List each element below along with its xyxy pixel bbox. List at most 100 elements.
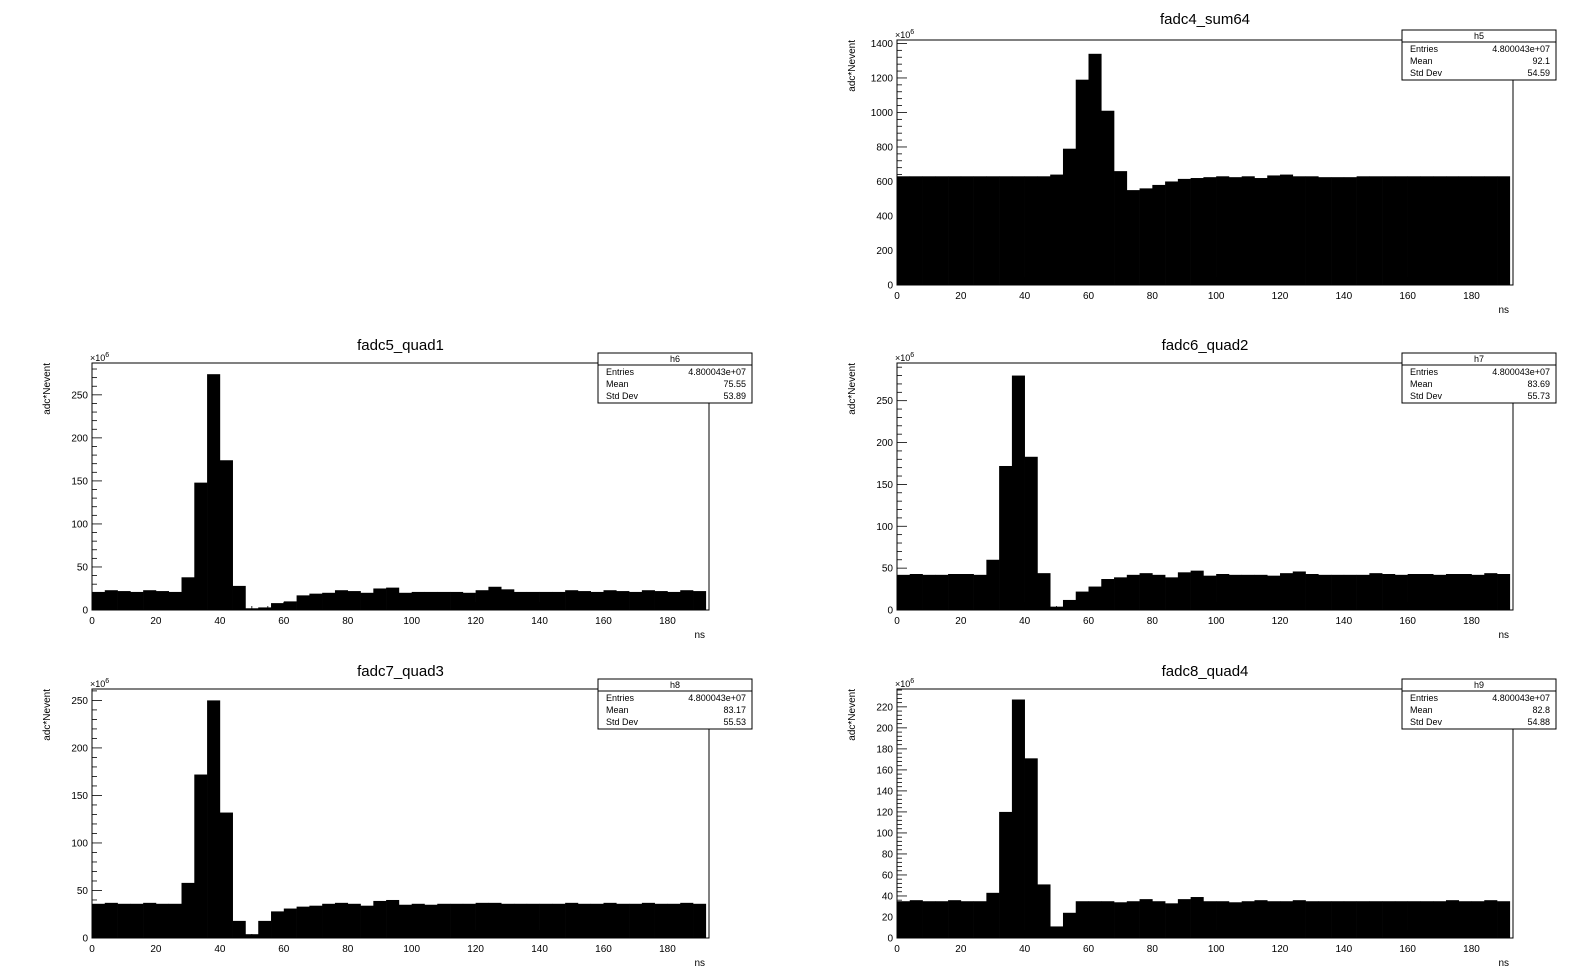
histogram-bar <box>130 903 144 938</box>
histogram-bar <box>1139 573 1153 610</box>
y-tick-label: 0 <box>887 934 893 945</box>
histogram-bar <box>552 591 566 610</box>
x-tick-label: 120 <box>467 944 484 955</box>
histogram-bar <box>667 903 681 938</box>
histogram-bar <box>1050 174 1064 285</box>
histogram-bar <box>973 574 987 610</box>
histogram-bar <box>1433 901 1447 938</box>
histogram-bar <box>1126 574 1140 610</box>
histogram-panel-h7: 0 20 40 60 80 100 120 140 160 180 0 50 100 150 200 250 ×… <box>847 337 1557 641</box>
histogram-bar <box>488 586 502 610</box>
histogram-bar <box>1356 901 1370 938</box>
histogram-bar <box>1165 903 1179 938</box>
histogram-bar <box>1088 901 1102 938</box>
histogram-bar <box>1305 901 1319 938</box>
histogram-bar <box>1420 574 1434 610</box>
histogram-bar <box>654 591 668 610</box>
histogram-bar <box>1190 178 1204 285</box>
x-tick-label: 180 <box>1463 291 1480 302</box>
histogram-bar <box>539 903 553 938</box>
histogram-bar <box>1445 900 1460 938</box>
histogram-bar <box>1139 899 1153 938</box>
histogram-bar <box>1369 901 1383 938</box>
x-axis-label: ns <box>1498 958 1509 969</box>
histogram-bar <box>922 901 936 938</box>
histogram-bar <box>181 882 195 938</box>
histogram-bar <box>897 574 911 610</box>
histogram-bar <box>1024 758 1038 938</box>
x-tick-label: 20 <box>955 944 967 955</box>
histogram-bar <box>450 903 464 938</box>
stats-label: Std Dev <box>606 717 639 727</box>
x-tick-label: 20 <box>150 616 162 627</box>
histogram-bar <box>577 591 592 610</box>
y-tick-label: 0 <box>887 606 893 617</box>
y-multiplier: ×106 <box>90 678 109 689</box>
histogram-bar <box>1177 899 1191 938</box>
histogram-bar <box>935 901 949 938</box>
histogram-bar <box>513 903 528 938</box>
histogram-bar <box>501 589 515 610</box>
histogram-bar <box>1228 902 1243 938</box>
histogram-bar <box>1101 901 1115 938</box>
histogram-bar <box>1382 901 1396 938</box>
stats-box: h9 Entries 4.800043e+07 Mean 82.8 Std Dev 54.8… <box>1401 678 1557 730</box>
histogram-bar <box>1433 574 1447 610</box>
histogram-bar <box>1420 901 1434 938</box>
histogram-bar <box>1139 188 1153 285</box>
x-tick-label: 120 <box>467 616 484 627</box>
histogram-bar <box>398 904 412 938</box>
x-tick-label: 140 <box>1335 616 1352 627</box>
histogram-bar <box>143 590 157 610</box>
x-tick-label: 140 <box>531 616 548 627</box>
x-tick-label: 120 <box>1272 616 1289 627</box>
y-tick-label: 120 <box>876 807 893 818</box>
x-axis-label: ns <box>694 958 705 969</box>
plot-frame <box>896 688 1514 939</box>
x-axis-label: ns <box>694 630 705 641</box>
histogram-bar <box>948 574 962 610</box>
histogram-bar <box>1216 574 1230 610</box>
histogram-bar <box>1062 599 1077 610</box>
stats-label: Mean <box>1410 379 1433 389</box>
stats-box-frame <box>597 678 753 730</box>
histogram-bar <box>360 905 374 938</box>
histogram-bar <box>1037 884 1051 938</box>
histogram-bar <box>1318 574 1332 610</box>
plot-frame <box>896 39 1514 286</box>
x-tick-label: 160 <box>1399 616 1416 627</box>
histogram-bar <box>258 920 272 938</box>
histogram-bar <box>1433 176 1447 285</box>
histogram-bar <box>629 903 643 938</box>
histogram-bar <box>577 903 592 938</box>
histogram-bar <box>1024 456 1038 610</box>
histogram-bar <box>1216 176 1230 285</box>
y-tick-label: 50 <box>882 564 894 575</box>
x-tick-label: 80 <box>342 944 354 955</box>
histogram-bar <box>616 903 630 938</box>
x-tick-label: 80 <box>1147 291 1159 302</box>
stats-box: h7 Entries 4.800043e+07 Mean 83.69 Std Dev 55.… <box>1401 352 1557 404</box>
histogram-bar <box>219 812 233 938</box>
histogram-bar <box>1241 901 1255 938</box>
histogram-bar <box>322 592 336 610</box>
x-tick-label: 0 <box>89 944 95 955</box>
histogram-bar <box>437 903 451 938</box>
histogram-bar <box>219 460 233 610</box>
histogram-bar <box>1267 901 1281 938</box>
histogram-bar <box>1382 176 1396 285</box>
histogram-bar <box>1088 586 1102 610</box>
histogram-bar <box>565 902 579 938</box>
histogram-bar <box>1011 375 1025 610</box>
stats-value: 75.55 <box>723 379 746 389</box>
histogram-bar <box>1075 79 1089 286</box>
x-tick-label: 40 <box>214 616 226 627</box>
x-tick-label: 60 <box>278 944 290 955</box>
histogram-bar <box>1037 573 1051 610</box>
histogram-bar <box>1254 574 1268 610</box>
histogram-bar <box>1420 176 1434 285</box>
histogram-bar <box>1088 53 1102 285</box>
histogram-bar <box>1343 901 1357 938</box>
histogram-bar <box>1331 177 1345 285</box>
